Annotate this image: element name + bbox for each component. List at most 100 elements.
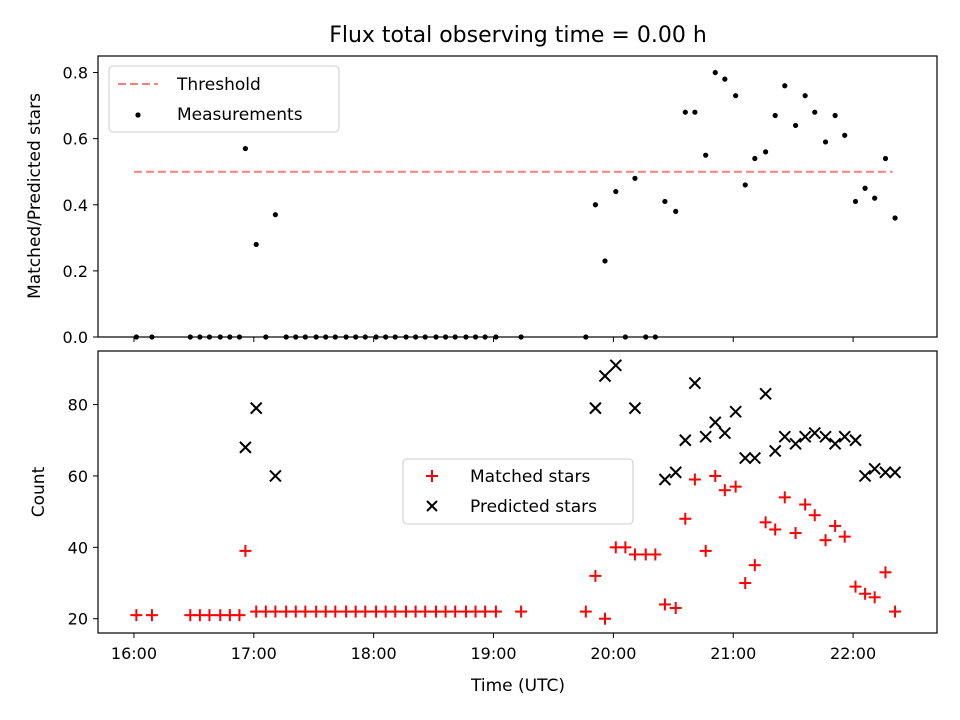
matched-star-point [145,609,158,622]
measurement-point [722,76,728,82]
chart-title: Flux total observing time = 0.00 h [329,23,707,48]
predicted-star-point [718,426,732,440]
predicted-star-point [628,401,642,415]
legend-measurements-label: Measurements [177,105,303,125]
predicted-star-point [739,451,752,465]
predicted-star-point [819,430,832,443]
matched-star-point [718,484,731,497]
predicted-star-point [858,469,872,483]
predicted-star-point [669,466,682,479]
predicted-star-point [729,405,742,418]
predicted-star-point [748,451,762,465]
matched-star-point [789,527,802,540]
matched-star-point [329,605,342,618]
ratio-y-label: Matched/Predicted stars [25,93,45,299]
measurement-point [742,182,748,188]
predicted-star-point [789,437,802,451]
measurement-point [832,112,838,119]
matched-star-point [838,530,851,543]
measurement-point [852,198,859,205]
matched-star-point [778,491,791,504]
matched-star-point [679,512,692,525]
predicted-star-point [888,466,902,479]
predicted-star-point [828,437,842,451]
predicted-star-point [849,434,862,447]
predicted-star-point [658,473,672,486]
ratio-x-ticks [133,337,854,342]
measurement-point [632,175,638,181]
measurement-point [272,212,278,218]
ratio-ytick-label: 0.2 [63,262,88,281]
matched-star-point [729,480,742,493]
matched-star-point [579,605,592,618]
ratio-ytick-label: 0.8 [63,64,88,83]
matched-star-point [688,473,701,486]
count-xtick-label: 22:00 [830,644,876,663]
matched-star-point [489,605,502,618]
measurement-point [692,109,698,115]
measurement-point [592,202,599,208]
predicted-star-point [609,359,622,372]
matched-star-point [889,605,902,618]
predicted-star-point [778,430,791,443]
count-ytick-label: 40 [68,538,88,557]
ratio-plot-frame [97,55,938,338]
measurement-point [872,195,878,201]
predicted-star-point [589,401,602,415]
matched-star-point [769,523,782,536]
predicted-star-point [868,462,881,476]
matched-star-point [619,541,632,554]
predicted-star-point [688,376,702,390]
ratio-ytick-label: 0.0 [63,328,88,347]
predicted-star-point [808,426,821,440]
measurement-point [703,152,709,158]
predicted-star-point [699,430,712,443]
count-legend: Matched stars Predicted stars [402,458,634,525]
count-ytick-label: 80 [68,396,88,415]
matched-star-point [849,580,862,593]
count-y-label: Count [29,466,49,517]
matched-star-point [658,598,671,611]
measurement-point [772,112,778,119]
measurement-point [242,145,249,152]
predicted-star-point [879,466,892,479]
matched-star-point [669,602,682,615]
matched-star-point [859,587,872,600]
matched-star-point [598,612,611,625]
measurement-point [662,198,668,205]
count-panel: 20 40 60 80 16:00 17:00 18:00 19:00 20:00 21:00 2… [29,350,938,696]
legend-predicted-label: Predicted stars [470,497,597,517]
matched-star-point [515,605,528,618]
measurement-point [253,241,259,248]
predicted-star-point [709,416,722,429]
measurement-point [822,139,829,145]
measurement-point [752,155,758,162]
predicted-star-point [598,369,612,383]
matched-star-point [479,605,492,618]
predicted-star-point [239,441,252,454]
matched-star-point [299,605,312,618]
matched-star-point [829,519,842,532]
matched-star-point [759,516,772,529]
matched-star-point [419,605,432,618]
matched-star-point [748,559,761,572]
measurement-point [792,122,799,129]
matched-star-point [868,591,881,604]
count-x-label: Time (UTC) [470,676,565,696]
predicted-star-point [759,387,772,401]
matched-star-point [359,605,372,618]
legend-predicted-swatch [426,500,438,512]
ratio-y-ticks: 0.0 0.2 0.4 0.6 0.8 [63,64,98,347]
count-xtick-label: 21:00 [710,644,756,663]
ratio-ytick-label: 0.4 [63,196,88,215]
predicted-star-point [798,430,812,443]
matched-star-point [628,548,641,561]
matched-star-point [239,544,252,557]
measurement-point [802,93,808,99]
measurement-point [842,132,848,138]
measurement-point [682,109,688,115]
count-plot-marks [130,359,902,625]
count-xtick-label: 16:00 [111,644,157,663]
measurement-point [812,109,818,115]
